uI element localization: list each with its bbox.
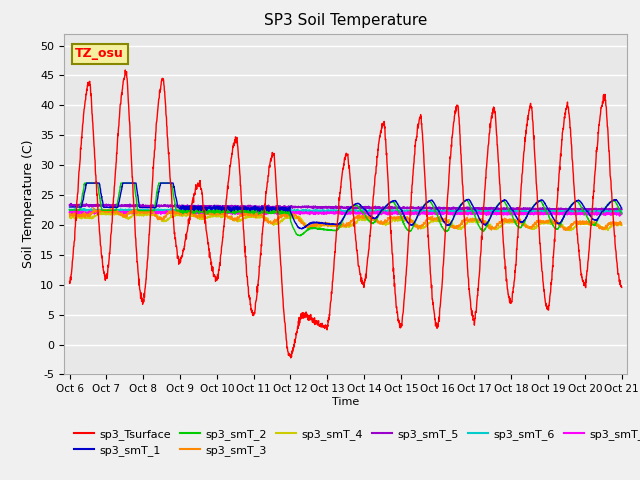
Title: SP3 Soil Temperature: SP3 Soil Temperature — [264, 13, 428, 28]
Y-axis label: Soil Temperature (C): Soil Temperature (C) — [22, 140, 35, 268]
Legend: sp3_Tsurface, sp3_smT_1, sp3_smT_2, sp3_smT_3, sp3_smT_4, sp3_smT_5, sp3_smT_6, : sp3_Tsurface, sp3_smT_1, sp3_smT_2, sp3_… — [70, 424, 640, 460]
X-axis label: Time: Time — [332, 397, 359, 407]
Text: TZ_osu: TZ_osu — [76, 48, 124, 60]
